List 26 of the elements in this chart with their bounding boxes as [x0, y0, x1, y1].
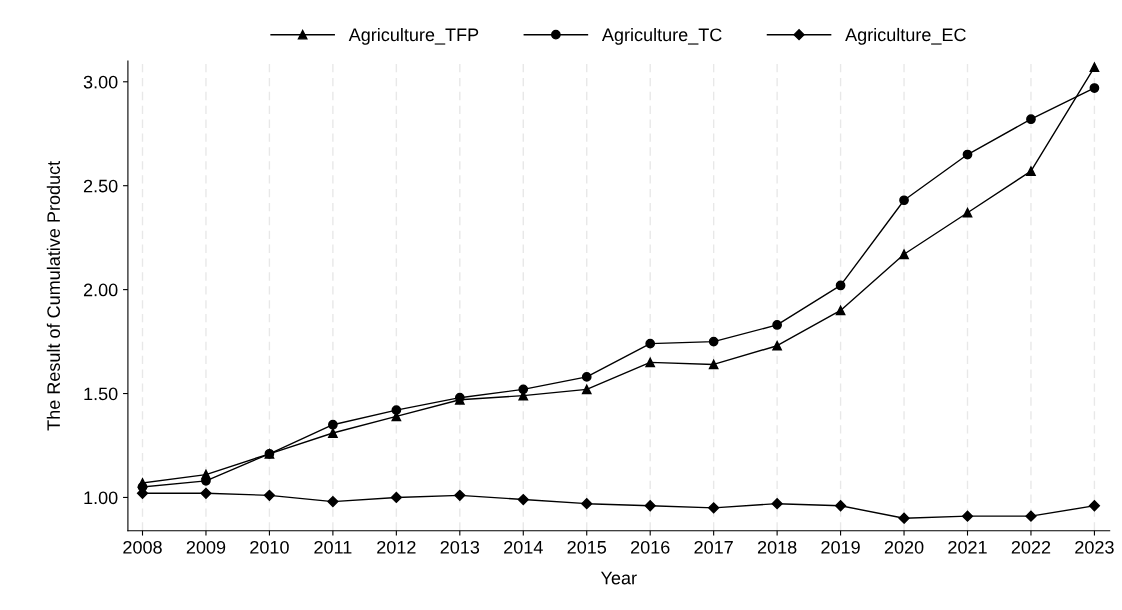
y-tick-label: 1.50 — [84, 387, 118, 401]
x-tick-label: 2012 — [377, 540, 416, 554]
x-tick-label: 2019 — [821, 540, 860, 554]
y-tick-label: 2.00 — [83, 283, 118, 297]
x-tick-label: 2008 — [123, 540, 162, 554]
legend-label: Agriculture_TFP — [348, 27, 479, 45]
y-tick-label: 3.00 — [83, 75, 118, 89]
x-tick-label: 2015 — [567, 540, 607, 554]
x-tick-label: 2017 — [694, 540, 733, 554]
legend-label: Agriculture_EC — [845, 27, 966, 45]
x-tick-label: 2014 — [504, 540, 543, 554]
legend-label: Agriculture_TC — [601, 27, 722, 45]
x-tick-label: 2011 — [314, 540, 352, 554]
x-tick-label: 2020 — [884, 540, 924, 554]
x-tick-label: 2009 — [186, 540, 226, 554]
x-tick-label: 2022 — [1011, 540, 1051, 554]
y-tick-label: 2.50 — [83, 179, 118, 193]
x-tick-label: 2021 — [948, 540, 987, 554]
y-tick-label: 1.00 — [84, 491, 118, 505]
x-tick-label: 2013 — [440, 540, 480, 554]
x-tick-label: 2010 — [250, 540, 289, 554]
x-tick-label: 2016 — [631, 540, 670, 554]
x-tick-label: 2023 — [1075, 540, 1114, 554]
x-tick-label: 2018 — [757, 540, 797, 554]
x-axis-title: Year — [600, 571, 637, 585]
y-axis-title: The Result of Cumulative Product — [46, 161, 61, 431]
